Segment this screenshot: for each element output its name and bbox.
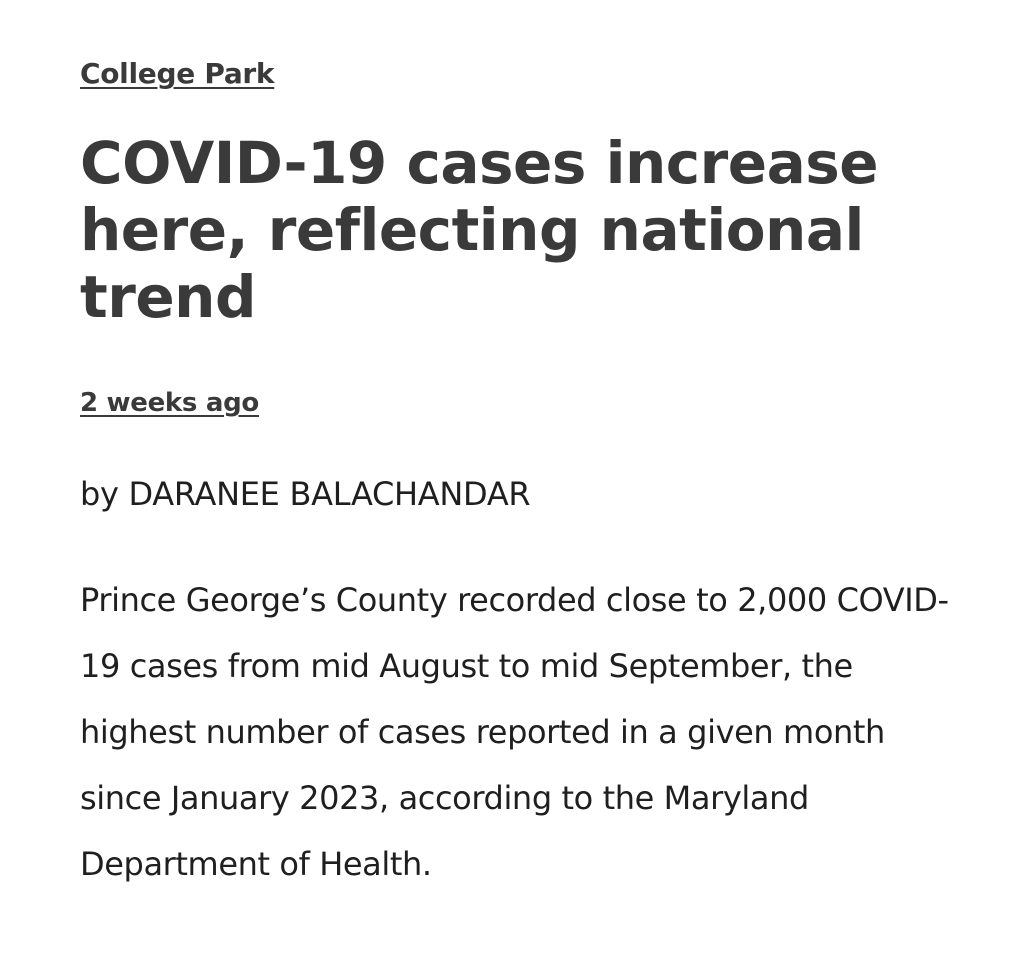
author-byline: by DARANEE BALACHANDAR [80,475,531,513]
category-link[interactable]: College Park [80,57,275,90]
article-headline: COVID-19 cases increase here, reflecting… [80,129,879,331]
article-paragraph: Prince George’s County recorded close to… [80,581,949,883]
timestamp-link[interactable]: 2 weeks ago [80,388,259,418]
